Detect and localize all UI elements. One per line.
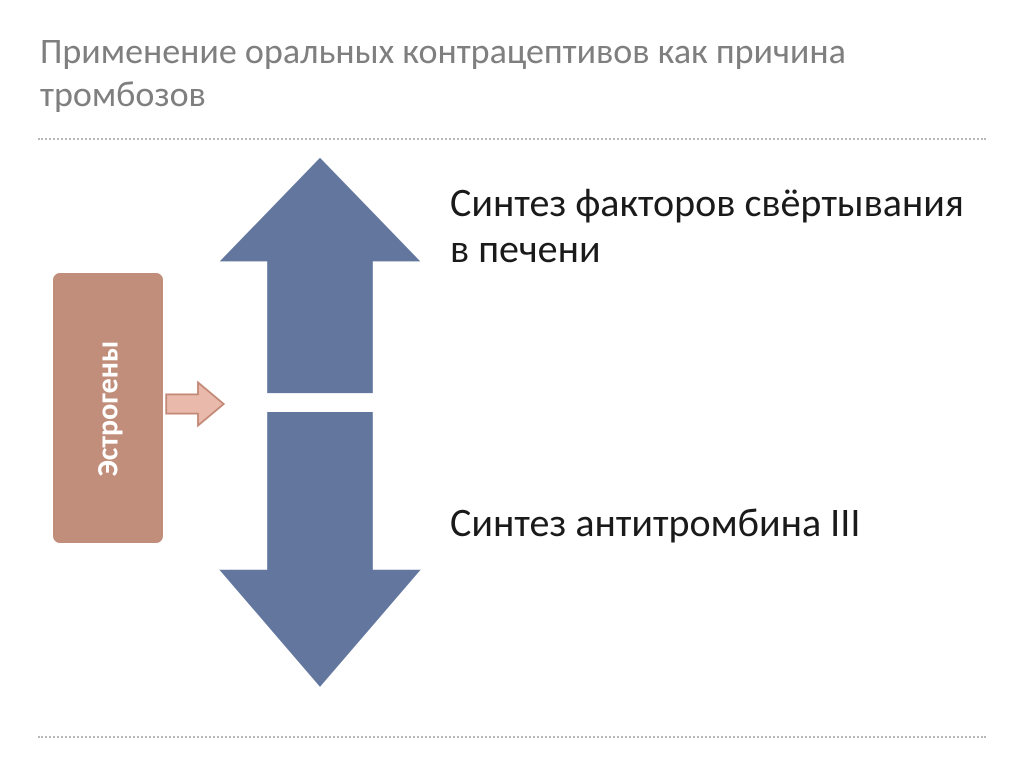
big-up-arrow-icon (210, 150, 430, 400)
slide-title: Применение оральных контрацептивов как п… (40, 30, 960, 116)
down-arrow-label: Синтез антитромбина III (450, 500, 970, 546)
bottom-divider (38, 736, 986, 738)
up-arrow-label: Синтез факторов свёртывания в печени (450, 180, 970, 272)
big-down-arrow-icon (210, 405, 430, 695)
title-divider (38, 138, 986, 140)
estrogen-label: Эстрогены (90, 340, 127, 476)
slide: Применение оральных контрацептивов как п… (0, 0, 1024, 767)
estrogen-box: Эстрогены (50, 270, 166, 546)
